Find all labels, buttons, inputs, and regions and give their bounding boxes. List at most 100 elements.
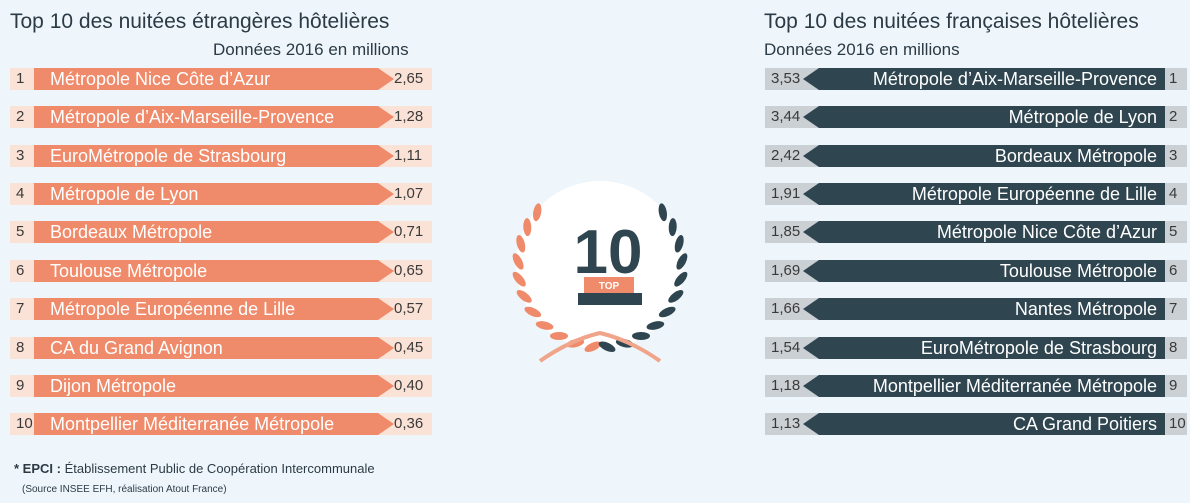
rank-label: 6 — [16, 262, 25, 279]
rank-label: 1 — [16, 70, 25, 87]
rank-label: 2 — [16, 108, 25, 125]
laurel-leaf — [532, 203, 542, 222]
category-bar: EuroMétropole de Strasbourg — [803, 337, 1165, 359]
laurel-leaf — [676, 253, 688, 270]
value-label: 1,69 — [771, 262, 801, 279]
value-label: 1,85 — [771, 223, 801, 240]
category-bar: Métropole Nice Côte d’Azur — [803, 221, 1165, 243]
laurel-leaf — [524, 306, 542, 318]
chart-row: 1,13 CA Grand Poitiers 10 — [765, 413, 1187, 435]
left-panel-subtitle: Données 2016 en millions — [213, 40, 409, 59]
chart-row: 1,85 Métropole Nice Côte d’Azur 5 — [765, 221, 1187, 243]
rank-label: 7 — [1169, 300, 1178, 317]
category-bar: Dijon Métropole — [34, 375, 394, 397]
rank-label: 4 — [16, 185, 25, 202]
laurel-leaf — [674, 235, 684, 253]
laurel-leaf — [584, 341, 602, 352]
category-bar: Métropole d’Aix-Marseille-Provence — [803, 68, 1165, 90]
rank-label: 8 — [1169, 339, 1178, 356]
footnote: * EPCI : Établissement Public de Coopéra… — [14, 461, 375, 476]
category-bar: Métropole de Lyon — [803, 106, 1165, 128]
rank-label: 9 — [1169, 377, 1178, 394]
laurel-leaf — [535, 321, 554, 330]
chart-row: 2 Métropole d’Aix-Marseille-Provence 1,28 — [10, 106, 432, 128]
category-bar: Montpellier Méditerranée Métropole — [803, 375, 1165, 397]
chart-row: 1,69 Toulouse Métropole 6 — [765, 260, 1187, 282]
laurel-leaf — [632, 332, 650, 340]
chart-row: 8 CA du Grand Avignon 0,45 — [10, 337, 432, 359]
chart-row: 1 Métropole Nice Côte d’Azur 2,65 — [10, 68, 432, 90]
chart-row: 3 EuroMétropole de Strasbourg 1,11 — [10, 145, 432, 167]
value-label: 1,07 — [394, 185, 424, 202]
category-bar: Métropole Nice Côte d’Azur — [34, 68, 394, 90]
category-bar: Métropole d’Aix-Marseille-Provence — [34, 106, 394, 128]
value-label: 1,28 — [394, 108, 424, 125]
value-label: 1,11 — [394, 147, 423, 164]
chart-row: 1,54 EuroMétropole de Strasbourg 8 — [765, 337, 1187, 359]
value-label: 2,42 — [771, 147, 801, 164]
laurel-leaf — [523, 218, 532, 237]
category-bar: Bordeaux Métropole — [803, 145, 1165, 167]
badge-background — [516, 181, 684, 349]
rank-label: 10 — [1169, 415, 1186, 432]
footnote-text: Établissement Public de Coopération Inte… — [60, 461, 375, 476]
category-bar: Toulouse Métropole — [34, 260, 394, 282]
rank-label: 5 — [1169, 223, 1178, 240]
laurel-leaf — [512, 253, 524, 270]
rank-label: 5 — [16, 223, 25, 240]
right-panel-title: Top 10 des nuitées françaises hôtelières — [764, 10, 1139, 33]
rank-label: 3 — [1169, 147, 1178, 164]
category-bar: CA du Grand Avignon — [34, 337, 394, 359]
value-label: 0,40 — [394, 377, 424, 394]
value-label: 1,54 — [771, 339, 801, 356]
value-label: 3,44 — [771, 108, 801, 125]
podium-base — [578, 293, 642, 305]
rank-label: 4 — [1169, 185, 1178, 202]
chart-row: 7 Métropole Européenne de Lille 0,57 — [10, 298, 432, 320]
rank-label: 2 — [1169, 108, 1178, 125]
laurel-leaf — [668, 218, 677, 237]
rank-label: 3 — [16, 147, 25, 164]
category-bar: Montpellier Méditerranée Métropole — [34, 413, 394, 435]
laurel-leaf — [516, 290, 532, 303]
chart-row: 1,66 Nantes Métropole 7 — [765, 298, 1187, 320]
category-bar: CA Grand Poitiers — [803, 413, 1165, 435]
badge-number: 10 — [574, 218, 643, 287]
value-label: 1,91 — [771, 185, 801, 202]
category-bar: Métropole Européenne de Lille — [34, 298, 394, 320]
footnote-abbr: * EPCI : — [14, 461, 61, 476]
chart-row: 2,42 Bordeaux Métropole 3 — [765, 145, 1187, 167]
chart-row: 4 Métropole de Lyon 1,07 — [10, 183, 432, 205]
laurel-leaf — [668, 290, 684, 303]
value-label: 1,13 — [771, 415, 801, 432]
chart-row: 6 Toulouse Métropole 0,65 — [10, 260, 432, 282]
laurel-leaf — [674, 271, 688, 287]
rank-label: 10 — [16, 415, 33, 432]
value-label: 2,65 — [394, 70, 424, 87]
laurel-left-icon — [512, 203, 602, 352]
laurel-leaf — [598, 341, 616, 352]
value-label: 1,18 — [771, 377, 801, 394]
value-label: 0,45 — [394, 339, 424, 356]
value-label: 0,65 — [394, 262, 424, 279]
rank-label: 7 — [16, 300, 25, 317]
value-label: 0,36 — [394, 415, 424, 432]
chart-row: 10 Montpellier Méditerranée Métropole 0,36 — [10, 413, 432, 435]
value-label: 0,71 — [394, 223, 424, 240]
value-label: 0,57 — [394, 300, 424, 317]
chart-row: 3,44 Métropole de Lyon 2 — [765, 106, 1187, 128]
category-bar: Métropole de Lyon — [34, 183, 394, 205]
chart-row: 9 Dijon Métropole 0,40 — [10, 375, 432, 397]
rank-label: 8 — [16, 339, 25, 356]
left-panel-title: Top 10 des nuitées étrangères hôtelières — [10, 10, 390, 33]
laurel-leaf — [512, 271, 526, 287]
top-label-plate — [584, 277, 634, 293]
laurel-right-icon — [598, 203, 688, 352]
laurel-leaf — [658, 203, 668, 222]
right-panel-subtitle: Données 2016 en millions — [764, 40, 960, 59]
laurel-leaf — [658, 306, 676, 318]
source-note: (Source INSEE EFH, réalisation Atout Fra… — [22, 484, 227, 495]
category-bar: Toulouse Métropole — [803, 260, 1165, 282]
category-bar: EuroMétropole de Strasbourg — [34, 145, 394, 167]
category-bar: Métropole Européenne de Lille — [803, 183, 1165, 205]
